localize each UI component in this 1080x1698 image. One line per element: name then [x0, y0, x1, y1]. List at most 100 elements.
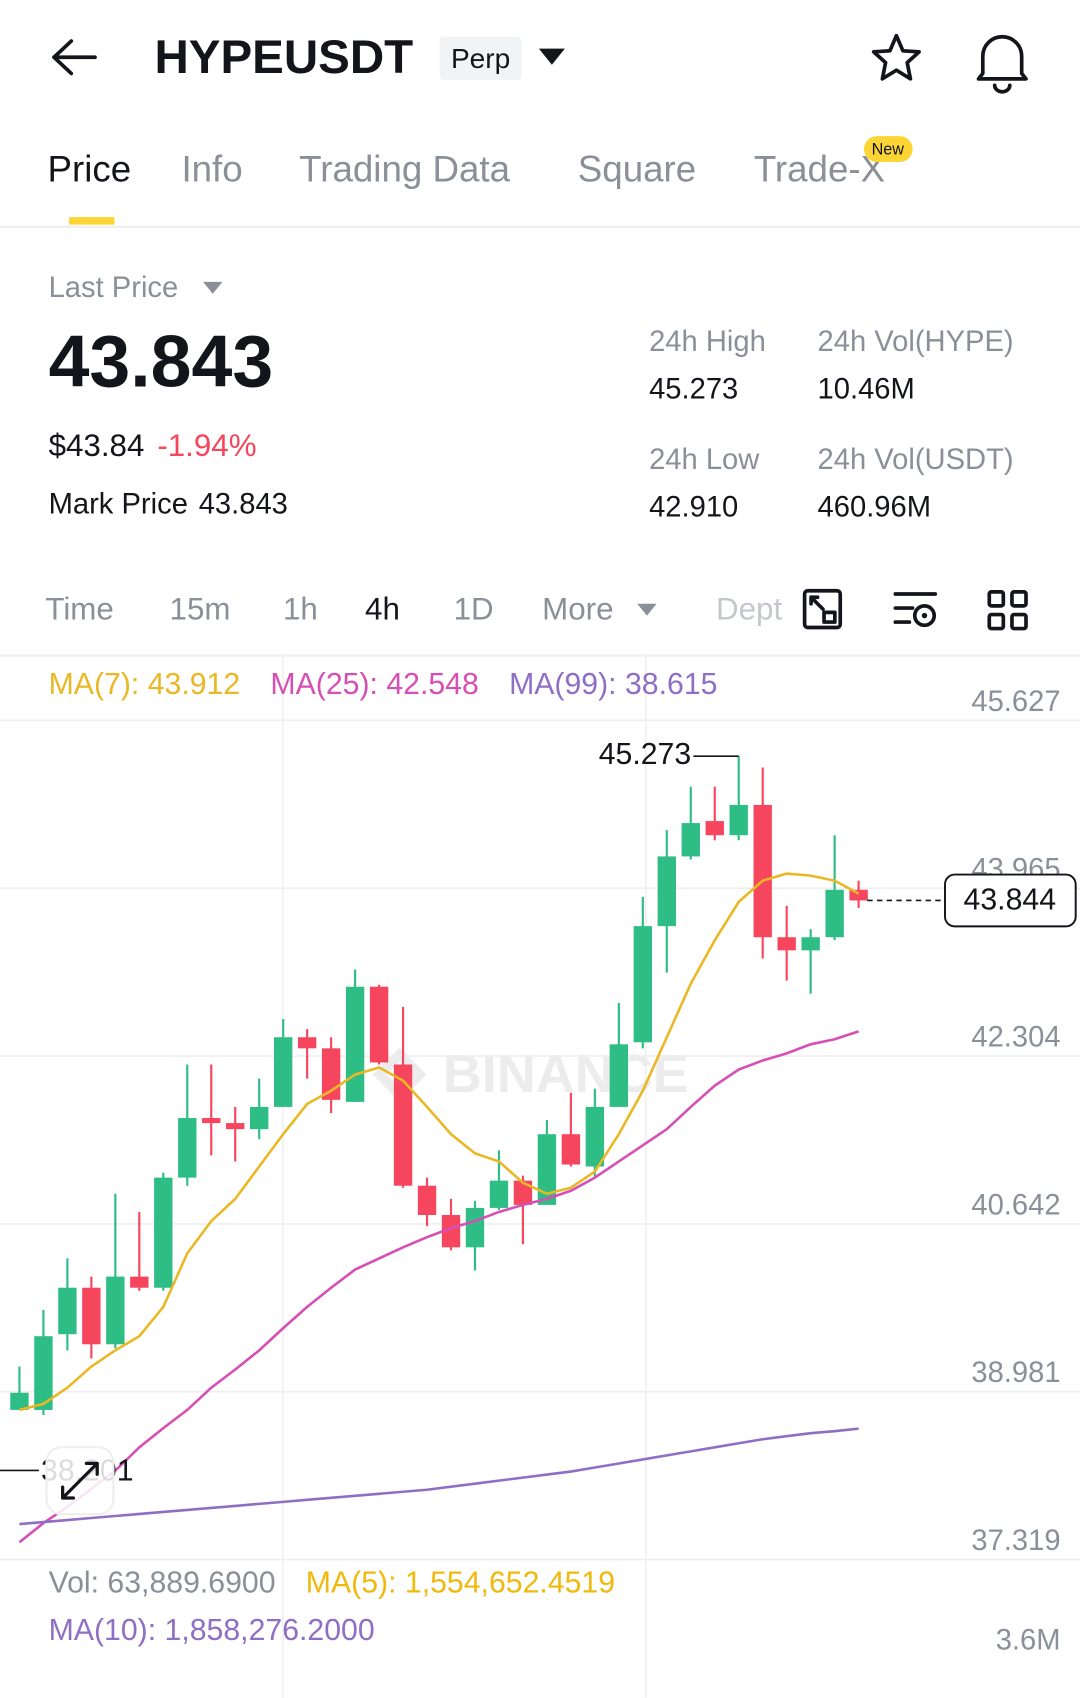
- y-tick-label: 38.981: [971, 1357, 1060, 1389]
- tab[interactable]: Trading Data: [299, 148, 510, 189]
- ma-legend-item: MA(7): 43.912: [49, 668, 241, 701]
- stat-value: 10.46M: [818, 374, 915, 406]
- volume-tick-label: 3.6M: [996, 1624, 1061, 1656]
- tag: Perp: [451, 43, 510, 74]
- stat-label: 24h Low: [649, 444, 760, 476]
- stat-value: 42.910: [649, 491, 738, 523]
- candle-body: [777, 937, 796, 951]
- symbol: HYPEUSDT: [154, 31, 413, 84]
- interval[interactable]: Dept: [716, 592, 782, 627]
- candle-body: [465, 1207, 485, 1248]
- ma-line: [19, 1427, 859, 1526]
- candle-body: [250, 1106, 269, 1130]
- interval[interactable]: 15m: [170, 592, 231, 627]
- high-label: 45.273: [599, 738, 691, 771]
- last-price-box: [944, 873, 1077, 928]
- usd-price: $43.84 -1.94%: [49, 428, 257, 463]
- tab[interactable]: Trade-X: [754, 148, 885, 189]
- candle-body: [705, 821, 724, 836]
- ma-legend-item: MA(25): 42.548: [270, 668, 478, 701]
- candle-body: [297, 1037, 317, 1049]
- badge: New: [872, 140, 905, 158]
- interval[interactable]: Time: [45, 592, 113, 627]
- candle-body: [10, 1392, 29, 1410]
- symbol-dropdown[interactable]: [538, 48, 565, 65]
- fullscreen-button[interactable]: [802, 588, 843, 630]
- ma-legend: MA(7): 43.912 MA(25): 42.548 MA(99): 38.61…: [49, 668, 718, 701]
- layout-button[interactable]: [987, 590, 1028, 631]
- candle-body: [609, 1044, 629, 1107]
- volume-legend: Vol: 63,889.6900 MA(5): 1,554,652.4519: [49, 1566, 615, 1599]
- interval[interactable]: 1h: [283, 592, 318, 627]
- y-tick-label: 42.304: [971, 1021, 1060, 1053]
- candle-body: [106, 1276, 125, 1345]
- ma-line: [19, 872, 860, 1412]
- favorite-button[interactable]: [871, 33, 921, 81]
- candle-body: [417, 1185, 437, 1215]
- candle-body: [58, 1287, 77, 1335]
- candle-body: [154, 1177, 173, 1288]
- interval[interactable]: 1D: [454, 592, 494, 627]
- candle-body: [849, 889, 868, 901]
- watermark-text: BINANCE: [443, 1044, 689, 1104]
- price-change: -1.94%: [157, 428, 256, 463]
- candle-body: [82, 1287, 101, 1345]
- price-label[interactable]: Last Price: [49, 272, 179, 304]
- last-price: 43.843: [49, 321, 274, 403]
- tag-bg: [439, 36, 522, 80]
- tab[interactable]: Square: [578, 148, 696, 189]
- volume-ma10: MA(10): 1,858,276.2000: [49, 1614, 375, 1647]
- interval[interactable]: 4h: [365, 592, 400, 627]
- badge-bg: [864, 136, 913, 163]
- stat-label: 24h High: [649, 326, 766, 358]
- expand-icon: [61, 1461, 99, 1500]
- candle-body: [393, 1064, 413, 1186]
- candle-body: [801, 937, 820, 951]
- candle-body: [585, 1106, 605, 1167]
- mark-price-label: Mark Price: [49, 488, 188, 520]
- candle-body: [345, 986, 365, 1102]
- candle-body: [226, 1123, 245, 1130]
- volume-value: Vol: 63,889.6900: [49, 1566, 276, 1599]
- y-tick-label: 40.642: [971, 1189, 1060, 1221]
- candle-body: [633, 926, 652, 1043]
- candle-body: [657, 856, 676, 927]
- candle-body: [537, 1134, 557, 1205]
- candle-body: [202, 1118, 221, 1124]
- usd-price: $43.84: [49, 428, 145, 463]
- candle-body: [178, 1118, 197, 1178]
- mark-price: Mark Price 43.843: [49, 488, 288, 520]
- candle-body: [441, 1214, 461, 1248]
- candle-body: [513, 1180, 533, 1205]
- candle-body: [34, 1336, 53, 1410]
- candle-body: [561, 1134, 581, 1165]
- alert-button[interactable]: [976, 34, 1028, 94]
- candle-body: [729, 804, 748, 836]
- fade: [791, 583, 805, 638]
- ma-line: [18, 1030, 860, 1544]
- back-button[interactable]: [52, 39, 97, 76]
- volume-ma5: MA(5): 1,554,652.4519: [306, 1566, 615, 1599]
- price-label-dropdown[interactable]: [203, 281, 223, 294]
- interval[interactable]: More: [542, 592, 613, 627]
- candle-body: [825, 889, 844, 938]
- stat-value: 45.273: [649, 374, 738, 406]
- candle-body: [273, 1037, 293, 1107]
- more-dropdown[interactable]: [637, 603, 657, 616]
- tab[interactable]: Info: [181, 148, 242, 189]
- tab[interactable]: Price: [48, 148, 132, 189]
- candle-body: [369, 986, 389, 1063]
- y-tick-label: 45.627: [971, 686, 1060, 718]
- stat-label: 24h Vol(HYPE): [818, 326, 1014, 358]
- candle-body: [681, 823, 700, 857]
- stat-value: 460.96M: [818, 491, 931, 523]
- expand-button[interactable]: [45, 1446, 115, 1516]
- indicator-button[interactable]: [893, 592, 938, 628]
- y-tick-label: 37.319: [971, 1525, 1060, 1557]
- stat-label: 24h Vol(USDT): [818, 444, 1014, 476]
- mark-price-value: 43.843: [199, 488, 288, 520]
- candle-body: [489, 1180, 509, 1208]
